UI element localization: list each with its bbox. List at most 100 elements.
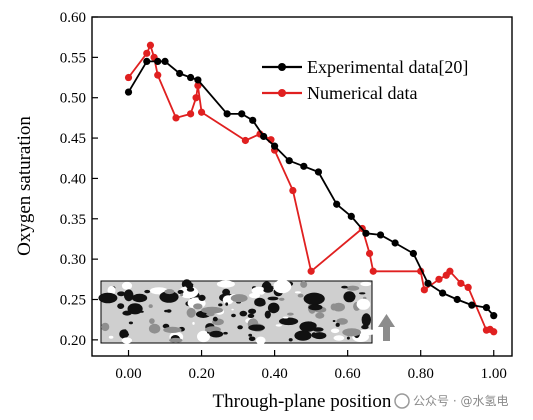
inset-texture-blob [275,324,282,327]
inset-texture-blob [192,321,195,325]
inset-texture-blob [262,287,274,293]
data-point-numerical [420,286,428,294]
x-tick-label: 0.40 [261,366,287,382]
legend: Experimental data[20] Numerical data [262,57,468,103]
legend-label-experimental: Experimental data[20] [307,57,468,77]
y-tick-label: 0.50 [60,91,86,107]
data-point-numerical [143,49,151,57]
inset-texture-blob [341,285,348,289]
inset-texture-blob [248,333,253,337]
inset-texture-blob [248,336,256,342]
inset-texture-blob [123,289,134,302]
inset-texture-blob [148,304,153,308]
y-tick-label: 0.55 [60,50,86,66]
legend-label-numerical: Numerical data [307,83,417,103]
inset-texture-blob [260,287,264,292]
inset-texture-blob [122,310,132,316]
inset-texture-blob [358,329,377,336]
data-point-experimental [143,57,151,65]
inset-texture-blob [346,336,350,340]
series-layer [124,41,498,336]
data-point-experimental [187,73,195,82]
data-point-numerical [446,267,454,275]
inset-texture-blob [197,330,210,343]
inset-texture-blob [248,292,261,299]
data-point-numerical [241,136,249,145]
inset-texture-blob [117,303,125,309]
data-point-experimental [376,231,385,239]
inset-texture-blob [180,293,184,297]
inset-texture-blob [287,312,294,316]
inset-texture-blob [223,331,228,335]
data-point-experimental [285,157,293,165]
inset-texture-blob [248,324,265,331]
y-tick-label: 0.25 [60,293,86,309]
data-point-experimental [468,301,476,309]
inset-texture-blob [308,304,323,311]
inset-texture-blob [139,310,144,313]
inset-texture-blob [159,291,179,303]
data-point-numerical [154,71,162,79]
inset-texture-blob [132,293,148,303]
inset-texture-blob [330,303,337,311]
inset-texture-blob [330,328,340,334]
inset-texture-blob [273,279,292,294]
y-tick-label: 0.30 [60,252,86,268]
plot-frame [91,16,513,357]
data-point-experimental [347,212,355,220]
data-point-numerical [457,279,465,287]
inset-texture-blob [122,332,130,337]
inset-texture-blob [239,310,248,317]
legend-marker-numerical [278,89,286,97]
inset-texture-blob [300,280,308,288]
data-point-experimental [223,110,231,118]
inset-texture-blob [206,312,215,317]
inset-texture-blob [315,312,325,319]
data-point-experimental [124,88,133,96]
watermark-text: 公众号 · @水氢电 [413,393,508,408]
inset-texture-blob [121,337,132,344]
y-tick-label: 0.45 [60,131,86,147]
up-arrow-icon [378,314,395,341]
inset-texture-blob [144,289,151,294]
inset-texture-blob [342,328,362,337]
inset-texture-blob [193,303,203,310]
series-experimental [124,57,498,320]
inset-texture-blob [148,323,161,334]
inset-texture-blob [164,309,169,313]
inset-texture-blob [345,293,356,300]
x-tick-label: 0.00 [115,366,141,382]
inset-texture-blob [186,287,195,292]
inset-texture-blob [149,318,155,324]
data-point-numerical [192,94,200,102]
y-tick-label: 0.60 [60,10,86,26]
inset-texture-blob [198,294,206,301]
inset-texture-blob [294,291,301,294]
inset-texture-blob [335,322,340,327]
data-point-numerical [307,267,315,275]
data-point-experimental [333,200,341,208]
inset-texture-blob [279,317,299,326]
inset-texture-blob [177,289,184,295]
data-point-experimental [490,312,498,320]
inset-texture-blob [299,321,317,332]
x-tick-label: 0.20 [188,366,214,382]
inset-texture-blob [218,303,223,307]
inset-texture-blob [282,316,289,319]
inset-texture-blob [230,294,248,303]
inset-texture-blob [108,335,114,339]
data-point-numerical [197,108,206,116]
data-point-experimental [300,162,308,170]
inset-texture-blob [163,326,182,333]
inset-texture-blob [107,285,116,295]
data-point-experimental [424,279,432,287]
inset-texture-blob [201,306,224,314]
data-point-experimental [238,110,246,118]
data-point-numerical [146,41,155,49]
inset-texture-blob [361,324,369,330]
inset-texture-blob [278,297,285,301]
inset-texture-blob [117,291,126,297]
inset-texture-blob [212,316,218,322]
data-point-numerical [124,73,133,82]
